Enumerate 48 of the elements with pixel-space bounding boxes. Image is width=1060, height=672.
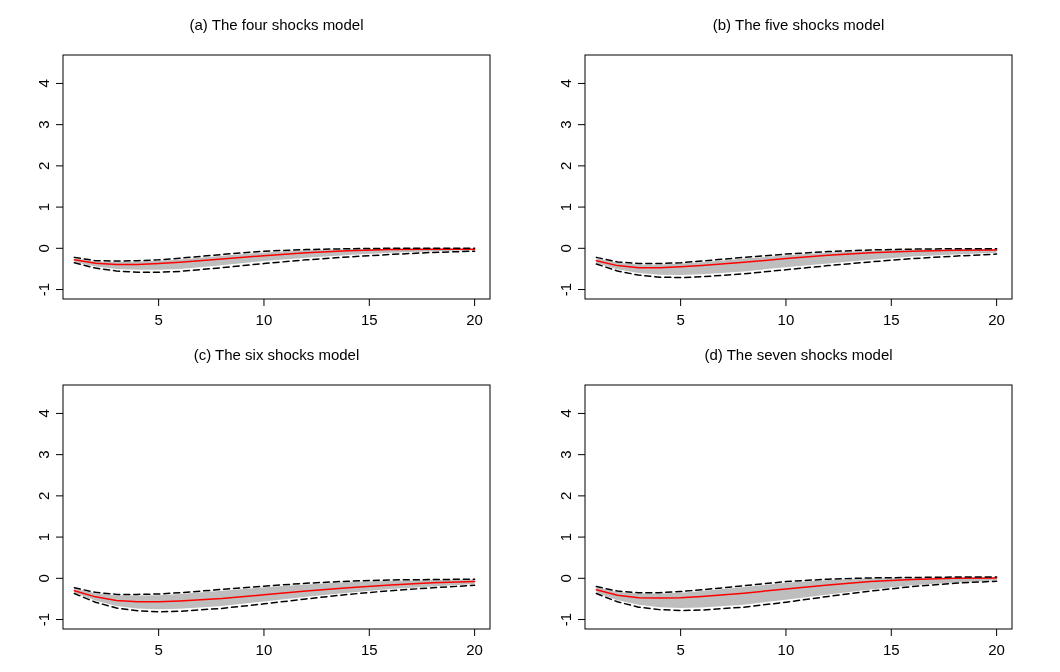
x-tick-label: 10 xyxy=(777,311,795,328)
y-tick-label: 1 xyxy=(35,532,52,542)
y-tick-label: -1 xyxy=(35,612,52,627)
y-tick-label: 1 xyxy=(35,202,52,212)
line-series xyxy=(73,580,476,603)
y-tick-label: 2 xyxy=(557,161,574,171)
y-tick-label: 0 xyxy=(557,244,574,253)
y-tick-label: 1 xyxy=(557,532,574,542)
chart-title: (d) The seven shocks model xyxy=(704,346,893,363)
y-tick-label: -1 xyxy=(557,612,574,627)
x-tick-label: 20 xyxy=(466,641,483,658)
y-tick-label: 2 xyxy=(557,491,574,501)
x-tick-label: 10 xyxy=(255,311,273,328)
line-series xyxy=(73,578,476,596)
x-tick-label: 10 xyxy=(255,641,273,658)
x-tick-label: 20 xyxy=(988,641,1005,658)
x-tick-label: 5 xyxy=(676,311,685,328)
y-tick-label: 4 xyxy=(557,409,574,418)
y-tick-label: -1 xyxy=(35,282,52,297)
x-tick-label: 15 xyxy=(882,311,900,328)
x-tick-label: 15 xyxy=(360,641,378,658)
chart-title: (a) The four shocks model xyxy=(189,16,364,33)
y-tick-label: 2 xyxy=(35,161,52,171)
y-tick-label: 4 xyxy=(35,79,52,88)
x-tick-label: 5 xyxy=(154,311,163,328)
y-tick-label: 2 xyxy=(35,491,52,501)
x-tick-label: 15 xyxy=(360,311,378,328)
y-tick-label: 4 xyxy=(557,79,574,88)
x-tick-label: 15 xyxy=(882,641,900,658)
x-tick-label: 20 xyxy=(466,311,483,328)
x-tick-label: 20 xyxy=(988,311,1005,328)
x-tick-label: 5 xyxy=(676,641,685,658)
line-series xyxy=(595,576,998,594)
y-tick-label: -1 xyxy=(557,282,574,297)
y-tick-label: 1 xyxy=(557,202,574,212)
y-tick-label: 0 xyxy=(35,244,52,253)
y-tick-label: 0 xyxy=(557,574,574,583)
y-tick-label: 4 xyxy=(35,409,52,418)
chart-title: (c) The six shocks model xyxy=(193,346,360,363)
y-tick-label: 3 xyxy=(35,120,52,129)
y-tick-label: 3 xyxy=(557,120,574,129)
y-tick-label: 0 xyxy=(35,574,52,583)
line-series xyxy=(595,577,998,599)
x-tick-label: 10 xyxy=(777,641,795,658)
y-tick-label: 3 xyxy=(557,450,574,459)
chart-title: (b) The five shocks model xyxy=(712,16,885,33)
x-tick-label: 5 xyxy=(154,641,163,658)
y-tick-label: 3 xyxy=(35,450,52,459)
